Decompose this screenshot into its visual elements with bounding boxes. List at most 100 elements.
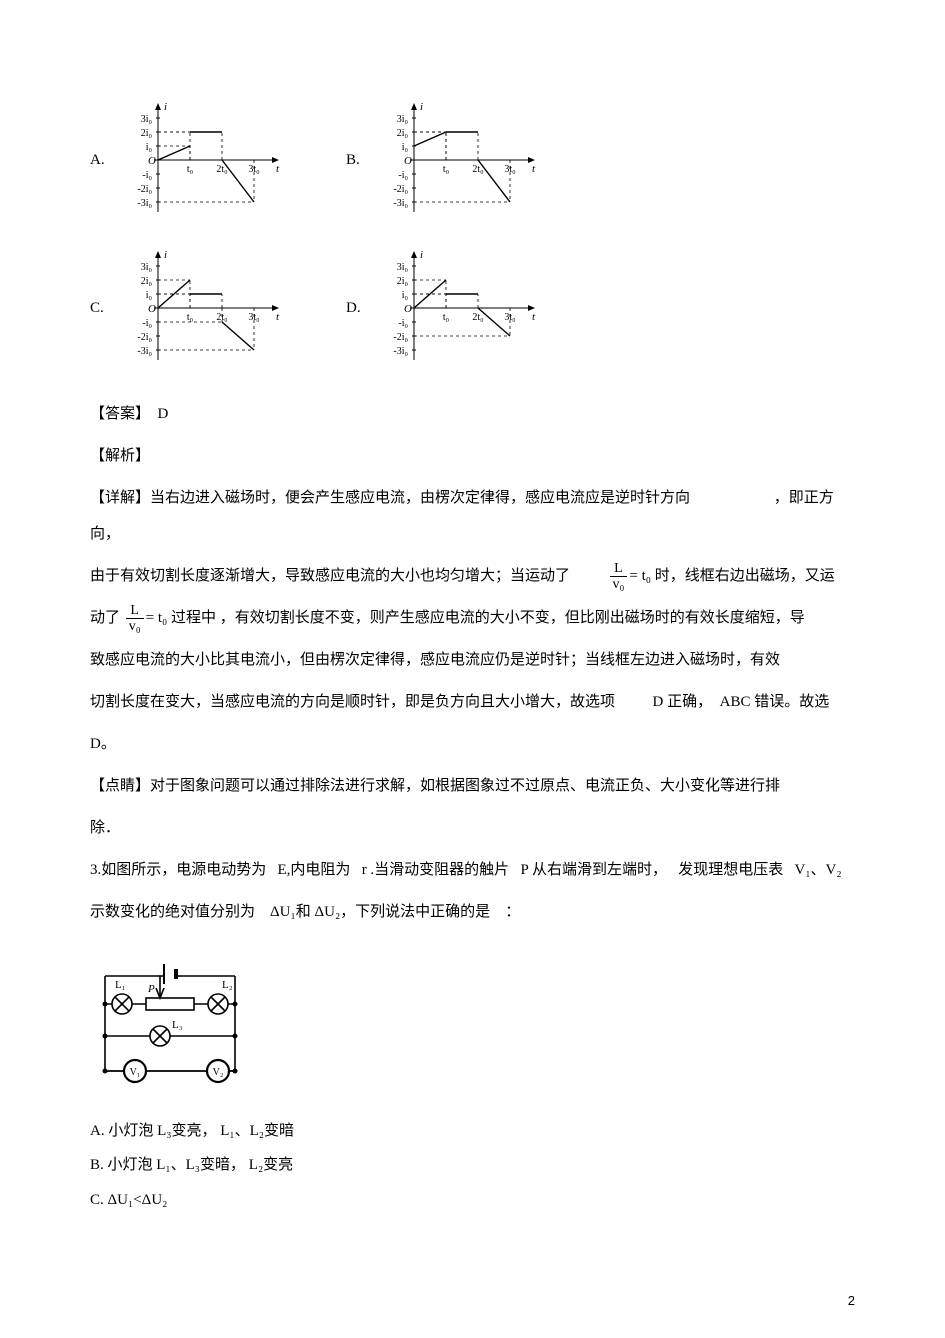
svg-text:t: t (276, 311, 280, 323)
frac-den: v₀ (126, 619, 144, 634)
svg-text:O: O (404, 155, 412, 167)
svg-text:-2i₀: -2i₀ (393, 332, 408, 343)
detail-text: 切割长度在变大，当感应电流的方向是顺时针，即是负方向且大小增大，故选项 (90, 694, 615, 710)
graph-b: 3i₀2i₀i₀-i₀-2i₀-3i₀Ot₀2t₀3t₀it (372, 100, 542, 220)
frac-eq: = t₀ (146, 610, 168, 626)
frac-den: v₀ (610, 577, 628, 592)
option-label-c: C. (90, 294, 116, 323)
svg-text:i: i (164, 101, 167, 113)
svg-text:O: O (404, 303, 412, 315)
q3-text: ： (505, 904, 520, 920)
q3-text: 示数变化的绝对值分别为 (90, 904, 255, 920)
tip-para-2: 除． (90, 810, 855, 846)
q3-text: 发现理想电压表 (678, 862, 783, 878)
detail-text: 动了 (90, 610, 120, 626)
svg-text:i₀: i₀ (146, 290, 153, 301)
q3-text: r .当滑动变阻器的触片 (362, 862, 510, 878)
svg-text:i₀: i₀ (402, 142, 409, 153)
detail-text: 当右边进入磁场时，便会产生感应电流，由楞次定律得，感应电流应是逆时针方向 (150, 490, 690, 506)
frac-num: L (610, 561, 628, 577)
svg-text:P: P (147, 983, 155, 995)
svg-text:L₂: L₂ (222, 979, 233, 991)
svg-text:-2i₀: -2i₀ (137, 332, 152, 343)
svg-text:i: i (420, 101, 423, 113)
svg-text:-2i₀: -2i₀ (393, 184, 408, 195)
question-3-line-1: 3.如图所示，电源电动势为 E,内电阻为 r .当滑动变阻器的触片 P 从右端滑… (90, 852, 855, 888)
detail-text: 由于有效切割长度逐渐增大，导致感应电流的大小也均匀增大；当运动了 (90, 568, 570, 584)
graph-a: 3i₀2i₀i₀-i₀-2i₀-3i₀Ot₀2t₀3t₀it (116, 100, 286, 220)
answer-label: 【答案】 (90, 406, 150, 422)
svg-text:L₃: L₃ (172, 1019, 183, 1031)
svg-text:3i₀: 3i₀ (397, 262, 409, 273)
svg-text:-2i₀: -2i₀ (137, 184, 152, 195)
svg-text:V₁: V₁ (130, 1067, 141, 1078)
page-number: 2 (848, 1289, 855, 1314)
svg-text:2i₀: 2i₀ (141, 276, 153, 287)
svg-text:-3i₀: -3i₀ (137, 198, 152, 209)
question-3-line-2: 示数变化的绝对值分别为 ΔU₁和 ΔU₂，下列说法中正确的是 ： (90, 894, 855, 930)
detail-text: 过程中 ，有效切割长度不变，则产生感应电流的大小不变，但比刚出磁场时的有效长度缩… (171, 610, 805, 626)
svg-text:V₂: V₂ (213, 1067, 224, 1078)
q3-text: 3.如图所示，电源电动势为 (90, 862, 266, 878)
option-label-d: D. (346, 294, 372, 323)
detail-text: D 正确， (653, 694, 713, 710)
detail-para-5: 切割长度在变大，当感应电流的方向是顺时针，即是负方向且大小增大，故选项 D 正确… (90, 684, 855, 720)
svg-text:t: t (532, 311, 536, 323)
options-row-1: A. 3i₀2i₀i₀-i₀-2i₀-3i₀Ot₀2t₀3t₀it B. 3i₀… (90, 100, 855, 220)
circuit-diagram: L₁ L₂ P L₃ V₁ V₂ (90, 946, 250, 1086)
option-label-b: B. (346, 146, 372, 175)
answer-value: D (158, 406, 169, 422)
choice-list: A. 小灯泡 L₃变亮， L₁、L₂变暗 B. 小灯泡 L₁、L₃变暗， L₂变… (90, 1117, 855, 1215)
fraction: Lv₀ (126, 603, 144, 635)
svg-text:-i₀: -i₀ (142, 170, 152, 181)
detail-text: ABC 错误。故选 (720, 694, 830, 710)
svg-text:2t₀: 2t₀ (472, 312, 484, 323)
graph-c: 3i₀2i₀i₀-i₀-2i₀-3i₀Ot₀2t₀3t₀it (116, 248, 286, 368)
svg-text:t₀: t₀ (187, 312, 194, 323)
fraction: Lv₀ (610, 561, 628, 593)
svg-text:t: t (532, 163, 536, 175)
detail-para-4: 致感应电流的大小比其电流小，但由楞次定律得，感应电流应仍是逆时针；当线框左边进入… (90, 642, 855, 678)
frac-num: L (126, 603, 144, 619)
q3-text: ΔU₁和 ΔU₂，下列说法中正确的是 (270, 904, 490, 920)
svg-text:-i₀: -i₀ (398, 170, 408, 181)
svg-text:2i₀: 2i₀ (397, 128, 409, 139)
analysis-label: 【解析】 (90, 438, 855, 474)
options-row-2: C. 3i₀2i₀i₀-i₀-2i₀-3i₀Ot₀2t₀3t₀it D. 3i₀… (90, 248, 855, 368)
svg-text:-i₀: -i₀ (142, 318, 152, 329)
tip-para-1: 【点睛】对于图象问题可以通过排除法进行求解，如根据图象过不过原点、电流正负、大小… (90, 768, 855, 804)
detail-para-6: D。 (90, 726, 855, 762)
svg-text:t₀: t₀ (187, 164, 194, 175)
svg-text:-i₀: -i₀ (398, 318, 408, 329)
graph-d: 3i₀2i₀i₀-i₀-2i₀-3i₀Ot₀2t₀3t₀it (372, 248, 542, 368)
q3-text: P 从右端滑到左端时， (520, 862, 667, 878)
detail-label: 【详解】 (90, 490, 150, 506)
svg-text:-3i₀: -3i₀ (137, 346, 152, 357)
svg-text:-3i₀: -3i₀ (393, 346, 408, 357)
svg-text:t: t (276, 163, 280, 175)
q3-text: E,内电阻为 (278, 862, 351, 878)
svg-text:3i₀: 3i₀ (141, 114, 153, 125)
svg-text:O: O (148, 155, 156, 167)
svg-text:i₀: i₀ (402, 290, 409, 301)
choice-a: A. 小灯泡 L₃变亮， L₁、L₂变暗 (90, 1117, 855, 1146)
detail-text: 时，线框右边出磁场，又运 (655, 568, 835, 584)
svg-text:O: O (148, 303, 156, 315)
svg-text:L₁: L₁ (115, 979, 126, 991)
detail-para-1: 【详解】当右边进入磁场时，便会产生感应电流，由楞次定律得，感应电流应是逆时针方向… (90, 480, 855, 552)
choice-b: B. 小灯泡 L₁、L₃变暗， L₂变亮 (90, 1151, 855, 1180)
svg-text:i: i (164, 249, 167, 261)
tip-label: 【点睛】 (90, 778, 150, 794)
svg-text:i: i (420, 249, 423, 261)
detail-para-2: 由于有效切割长度逐渐增大，导致感应电流的大小也均匀增大；当运动了 Lv₀= t₀… (90, 558, 855, 594)
svg-text:i₀: i₀ (146, 142, 153, 153)
choice-c: C. ΔU₁<ΔU₂ (90, 1186, 855, 1215)
answer-line: 【答案】 D (90, 396, 855, 432)
svg-text:2i₀: 2i₀ (141, 128, 153, 139)
svg-text:2i₀: 2i₀ (397, 276, 409, 287)
tip-text: 对于图象问题可以通过排除法进行求解，如根据图象过不过原点、电流正负、大小变化等进… (150, 778, 780, 794)
svg-text:-3i₀: -3i₀ (393, 198, 408, 209)
svg-text:t₀: t₀ (443, 312, 450, 323)
q3-text: V₁、V₂ (795, 862, 842, 878)
detail-para-3: 动了 Lv₀= t₀ 过程中 ，有效切割长度不变，则产生感应电流的大小不变，但比… (90, 600, 855, 636)
